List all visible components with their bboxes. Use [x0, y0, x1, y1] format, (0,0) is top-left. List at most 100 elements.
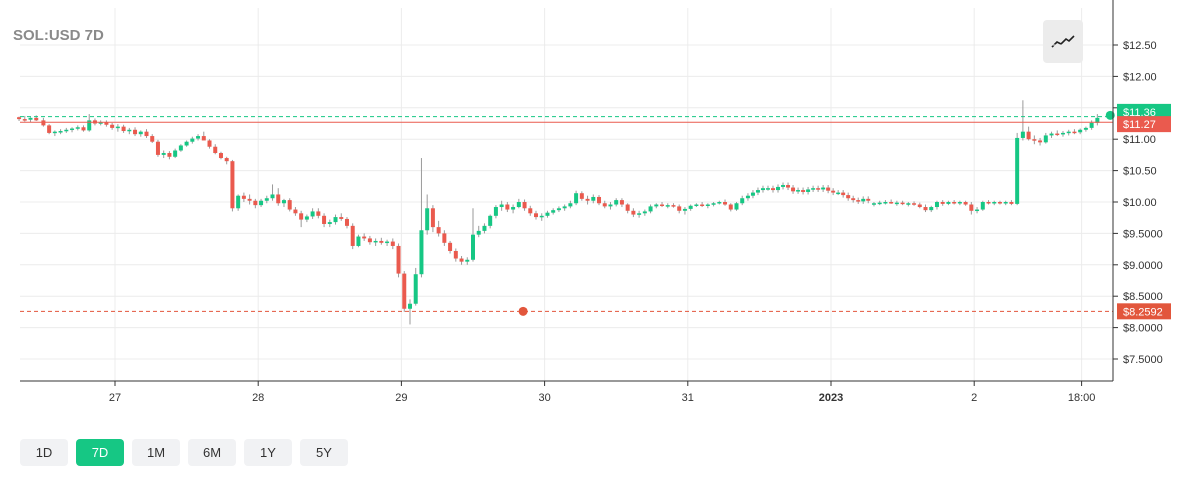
candle-body: [276, 194, 281, 204]
low-price-tag-background: [1117, 303, 1171, 320]
candle-body: [866, 198, 871, 201]
range-1d-button[interactable]: 1D: [20, 439, 68, 466]
candle-body: [614, 200, 619, 205]
candle-body: [745, 195, 750, 199]
candle-body: [17, 117, 22, 120]
candle-body: [806, 189, 811, 192]
candle-body: [322, 215, 327, 224]
candle-body: [934, 202, 939, 208]
candle-body: [682, 208, 687, 211]
candle-body: [419, 230, 424, 275]
y-tick-label: $9.0000: [1123, 260, 1163, 272]
candle-body: [75, 127, 80, 129]
x-tick-label: 18:00: [1068, 392, 1096, 404]
candle-body: [493, 207, 498, 216]
candle-body: [1009, 202, 1014, 204]
candle-body: [574, 193, 579, 204]
candle-body: [236, 195, 241, 209]
candle-body: [856, 200, 861, 202]
candle-body: [453, 250, 458, 259]
chart-type-toggle-button[interactable]: [1043, 20, 1083, 63]
candle-body: [316, 211, 321, 216]
candle-body: [28, 117, 33, 120]
candle-body: [562, 206, 567, 209]
candle-body: [734, 203, 739, 210]
candle-body: [579, 193, 584, 199]
price-chart[interactable]: $12.50$12.00$11.50$11.00$10.50$10.00$9.5…: [0, 0, 1195, 430]
candle-body: [150, 136, 155, 142]
candle-body: [299, 213, 304, 220]
candle-body: [413, 274, 418, 304]
candle-body: [912, 203, 917, 205]
candle-body: [281, 200, 286, 204]
candle-body: [230, 161, 235, 209]
candle-body: [356, 236, 361, 246]
candle-body: [671, 205, 676, 207]
candle-body: [952, 202, 957, 204]
candle-body: [64, 129, 69, 132]
candle-body: [826, 187, 831, 191]
candle-body: [602, 203, 607, 207]
range-1m-button[interactable]: 1M: [132, 439, 180, 466]
candle-body: [127, 129, 132, 132]
candle-body: [425, 208, 430, 231]
candle-body: [224, 158, 229, 162]
range-5y-button[interactable]: 5Y: [300, 439, 348, 466]
candle-body: [841, 192, 846, 196]
candle-body: [402, 273, 407, 309]
candle-body: [287, 200, 292, 210]
candle-body: [511, 207, 516, 210]
candle-body: [264, 198, 269, 201]
candle-body: [247, 198, 252, 201]
candle-body: [327, 222, 332, 224]
x-tick-label: 28: [252, 392, 264, 404]
candle-body: [58, 131, 63, 133]
candle-body: [642, 211, 647, 214]
candle-body: [207, 140, 212, 147]
candle-body: [47, 125, 52, 133]
candle-body: [889, 202, 894, 204]
candle-body: [488, 215, 493, 226]
candle-body: [465, 259, 470, 262]
range-6m-button[interactable]: 6M: [188, 439, 236, 466]
candle-body: [986, 202, 991, 204]
current-price-tag-background: [1117, 103, 1171, 120]
candle-body: [997, 202, 1002, 204]
candle-body: [407, 303, 412, 309]
range-1y-button[interactable]: 1Y: [244, 439, 292, 466]
candle-body: [700, 204, 705, 207]
candle-body: [505, 204, 510, 210]
candle-body: [310, 211, 315, 217]
current-price-tag-label: $11.36: [1123, 107, 1156, 119]
x-tick-label: 30: [538, 392, 550, 404]
candle-body: [765, 188, 770, 190]
candle-body: [522, 202, 527, 209]
candle-body: [1015, 137, 1020, 204]
candle-body: [390, 241, 395, 246]
candle-body: [591, 196, 596, 201]
candle-body: [1055, 133, 1060, 136]
y-tick-label: $12.00: [1123, 71, 1157, 83]
candle-body: [1049, 133, 1054, 136]
x-tick-label: 2023: [819, 392, 843, 404]
line-chart-icon: [1051, 34, 1075, 48]
candle-body: [196, 136, 201, 139]
candle-body: [367, 238, 372, 243]
candle-body: [476, 230, 481, 235]
candle-body: [980, 202, 985, 210]
range-7d-button[interactable]: 7D: [76, 439, 124, 466]
candle-body: [957, 202, 962, 204]
candle-body: [350, 225, 355, 246]
low-price-marker: [518, 306, 528, 316]
candle-body: [969, 204, 974, 211]
candle-body: [253, 200, 258, 206]
candle-body: [760, 188, 765, 191]
candle-body: [619, 200, 624, 205]
candle-body: [178, 145, 183, 151]
candle-body: [906, 203, 911, 205]
candle-body: [167, 153, 172, 157]
candle-body: [190, 138, 195, 142]
candle-body: [293, 209, 298, 214]
candle-body: [259, 200, 264, 206]
candle-body: [940, 202, 945, 204]
